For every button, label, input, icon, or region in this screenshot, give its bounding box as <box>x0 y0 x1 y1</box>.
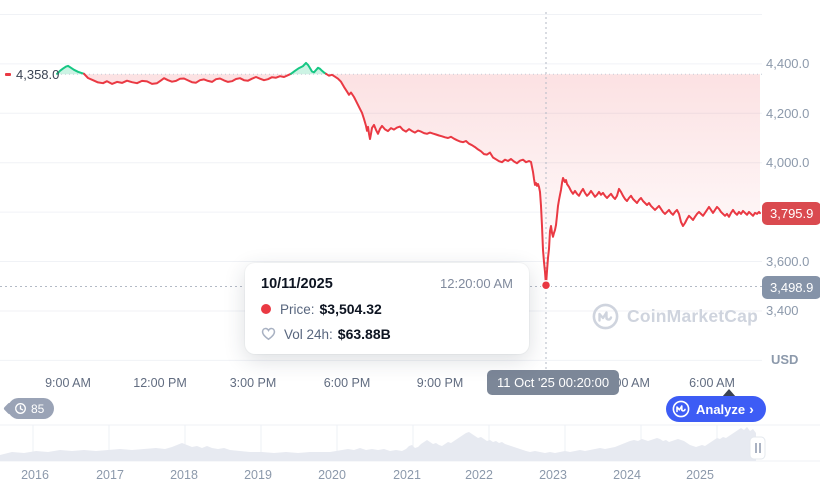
crosshair-dot <box>540 279 552 291</box>
y-axis-label: 4,400.0 <box>766 56 810 71</box>
navigator-year-label: 2016 <box>21 468 49 482</box>
navigator-year-label: 2018 <box>170 468 198 482</box>
y-axis-label: 4,000.0 <box>766 155 810 170</box>
tooltip-volume-value: $63.88B <box>337 326 391 342</box>
history-count: 85 <box>31 401 45 416</box>
crosshair-price-badge: 3,498.9 <box>762 276 820 299</box>
coinmarketcap-logo-icon <box>592 303 619 330</box>
y-axis-label: 4,200.0 <box>766 106 810 121</box>
clock-history-icon <box>15 403 26 414</box>
tooltip-price-row: Price: $3,504.32 <box>261 301 513 317</box>
heart-icon <box>261 327 276 341</box>
navigator-year-label: 2017 <box>96 468 124 482</box>
tooltip-price-label: Price: <box>280 301 315 317</box>
chart-tooltip: 10/11/2025 12:20:00 AM Price: $3,504.32 … <box>245 263 529 354</box>
navigator-year-label: 2023 <box>539 468 567 482</box>
x-axis-label: 3:00 PM <box>229 376 277 390</box>
navigator-year-label: 2019 <box>244 468 272 482</box>
navigator-year-label: 2021 <box>393 468 421 482</box>
x-axis-label: 6:00 AM <box>689 376 735 390</box>
tooltip-volume-label: Vol 24h: <box>284 326 333 342</box>
y-axis-label: 3,600.0 <box>766 254 810 269</box>
x-axis-label: 6:00 PM <box>323 376 371 390</box>
price-area-fill <box>57 74 760 286</box>
navigator-year-label: 2020 <box>318 468 346 482</box>
coinmarketcap-watermark: CoinMarketCap <box>592 303 758 330</box>
green-area-fill <box>291 62 326 75</box>
tooltip-price-value: $3,504.32 <box>319 301 382 317</box>
crosshair-time-badge: 11 Oct '25 00:20:00 <box>487 370 620 395</box>
open-price-label: 4,358.0 <box>5 67 59 82</box>
tooltip-volume-row: Vol 24h: $63.88B <box>261 326 513 342</box>
price-line <box>56 61 761 287</box>
last-price-badge: 3,795.9 <box>762 202 820 225</box>
currency-unit-label: USD <box>771 352 799 367</box>
chevron-right-icon: › <box>749 401 754 417</box>
navigator-year-label: 2025 <box>686 468 714 482</box>
analyze-label: Analyze <box>696 401 746 417</box>
navigator-year-label: 2022 <box>465 468 493 482</box>
price-series-dot-icon <box>261 304 271 314</box>
open-price-value: 4,358.0 <box>16 67 60 82</box>
tooltip-time: 12:20:00 AM <box>440 276 513 291</box>
analyze-button[interactable]: Analyze › <box>666 396 766 422</box>
x-axis-label: 9:00 AM <box>45 376 91 390</box>
tooltip-date: 10/11/2025 <box>261 276 333 292</box>
y-axis-label: 3,400 <box>766 303 799 318</box>
x-axis-label: 9:00 PM <box>416 376 464 390</box>
navigator-gridlines <box>32 425 718 461</box>
coinmarketcap-logo-icon <box>672 400 690 418</box>
navigator-resize-handle[interactable] <box>749 436 766 460</box>
caret-up-icon <box>722 389 736 397</box>
navigator-year-label: 2024 <box>613 468 641 482</box>
watermark-text: CoinMarketCap <box>627 306 758 326</box>
x-axis-label: 12:00 PM <box>133 376 187 390</box>
history-count-badge[interactable]: 85 <box>3 398 55 419</box>
open-price-tick-icon <box>5 73 11 76</box>
green-area-fill <box>57 65 84 75</box>
navigator-area[interactable] <box>0 427 756 461</box>
